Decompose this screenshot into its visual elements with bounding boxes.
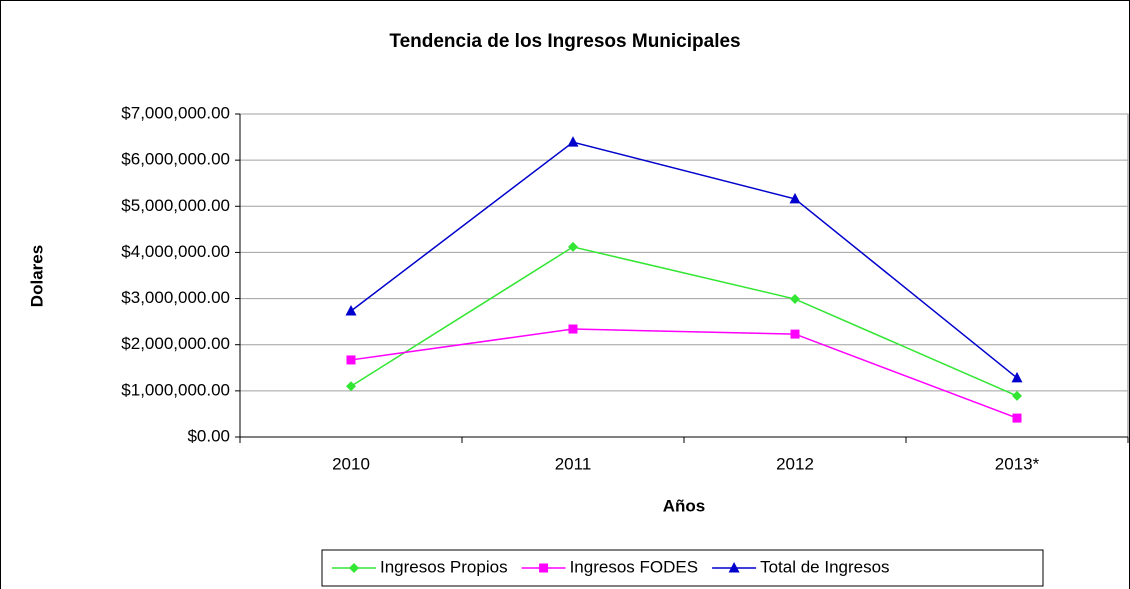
series-line [350,246,1018,397]
legend-label: Total de Ingresos [760,557,889,576]
legend-box [321,549,1044,587]
x-tick-label: 2010 [332,454,370,473]
y-tick-label: $6,000,000.00 [121,150,230,169]
x-axis-label: Años [663,496,706,515]
x-tick-label: 2013* [995,454,1040,473]
y-tick-label: $7,000,000.00 [121,103,230,122]
legend-label: Ingresos Propios [380,557,508,576]
legend-label: Ingresos FODES [570,557,699,576]
x-tick-label: 2012 [776,454,814,473]
x-tick-label: 2011 [555,454,592,473]
y-axis-label: Dolares [27,245,46,307]
y-tick-label: $2,000,000.00 [121,334,230,353]
legend-marker [539,563,549,573]
data-point [567,136,579,147]
data-point [1012,413,1022,423]
series-line [350,328,1018,419]
data-point [790,329,800,339]
y-tick-label: $0.00 [187,426,230,445]
legend-marker [728,562,740,573]
data-point [346,355,356,365]
y-tick-label: $3,000,000.00 [121,288,230,307]
plot-area [239,113,1129,438]
series-line [350,141,1018,379]
data-point [789,192,801,204]
data-point [1011,371,1023,383]
data-point [346,381,356,392]
data-point [345,305,357,316]
y-tick-label: $5,000,000.00 [121,196,230,215]
data-point [568,324,578,334]
data-point [790,294,800,305]
y-tick-label: $4,000,000.00 [121,242,230,261]
legend-marker [349,563,359,573]
data-point [1012,390,1022,401]
chart-title: Tendencia de los Ingresos Municipales [389,31,740,52]
data-point [568,241,578,252]
y-tick-label: $1,000,000.00 [121,380,230,399]
